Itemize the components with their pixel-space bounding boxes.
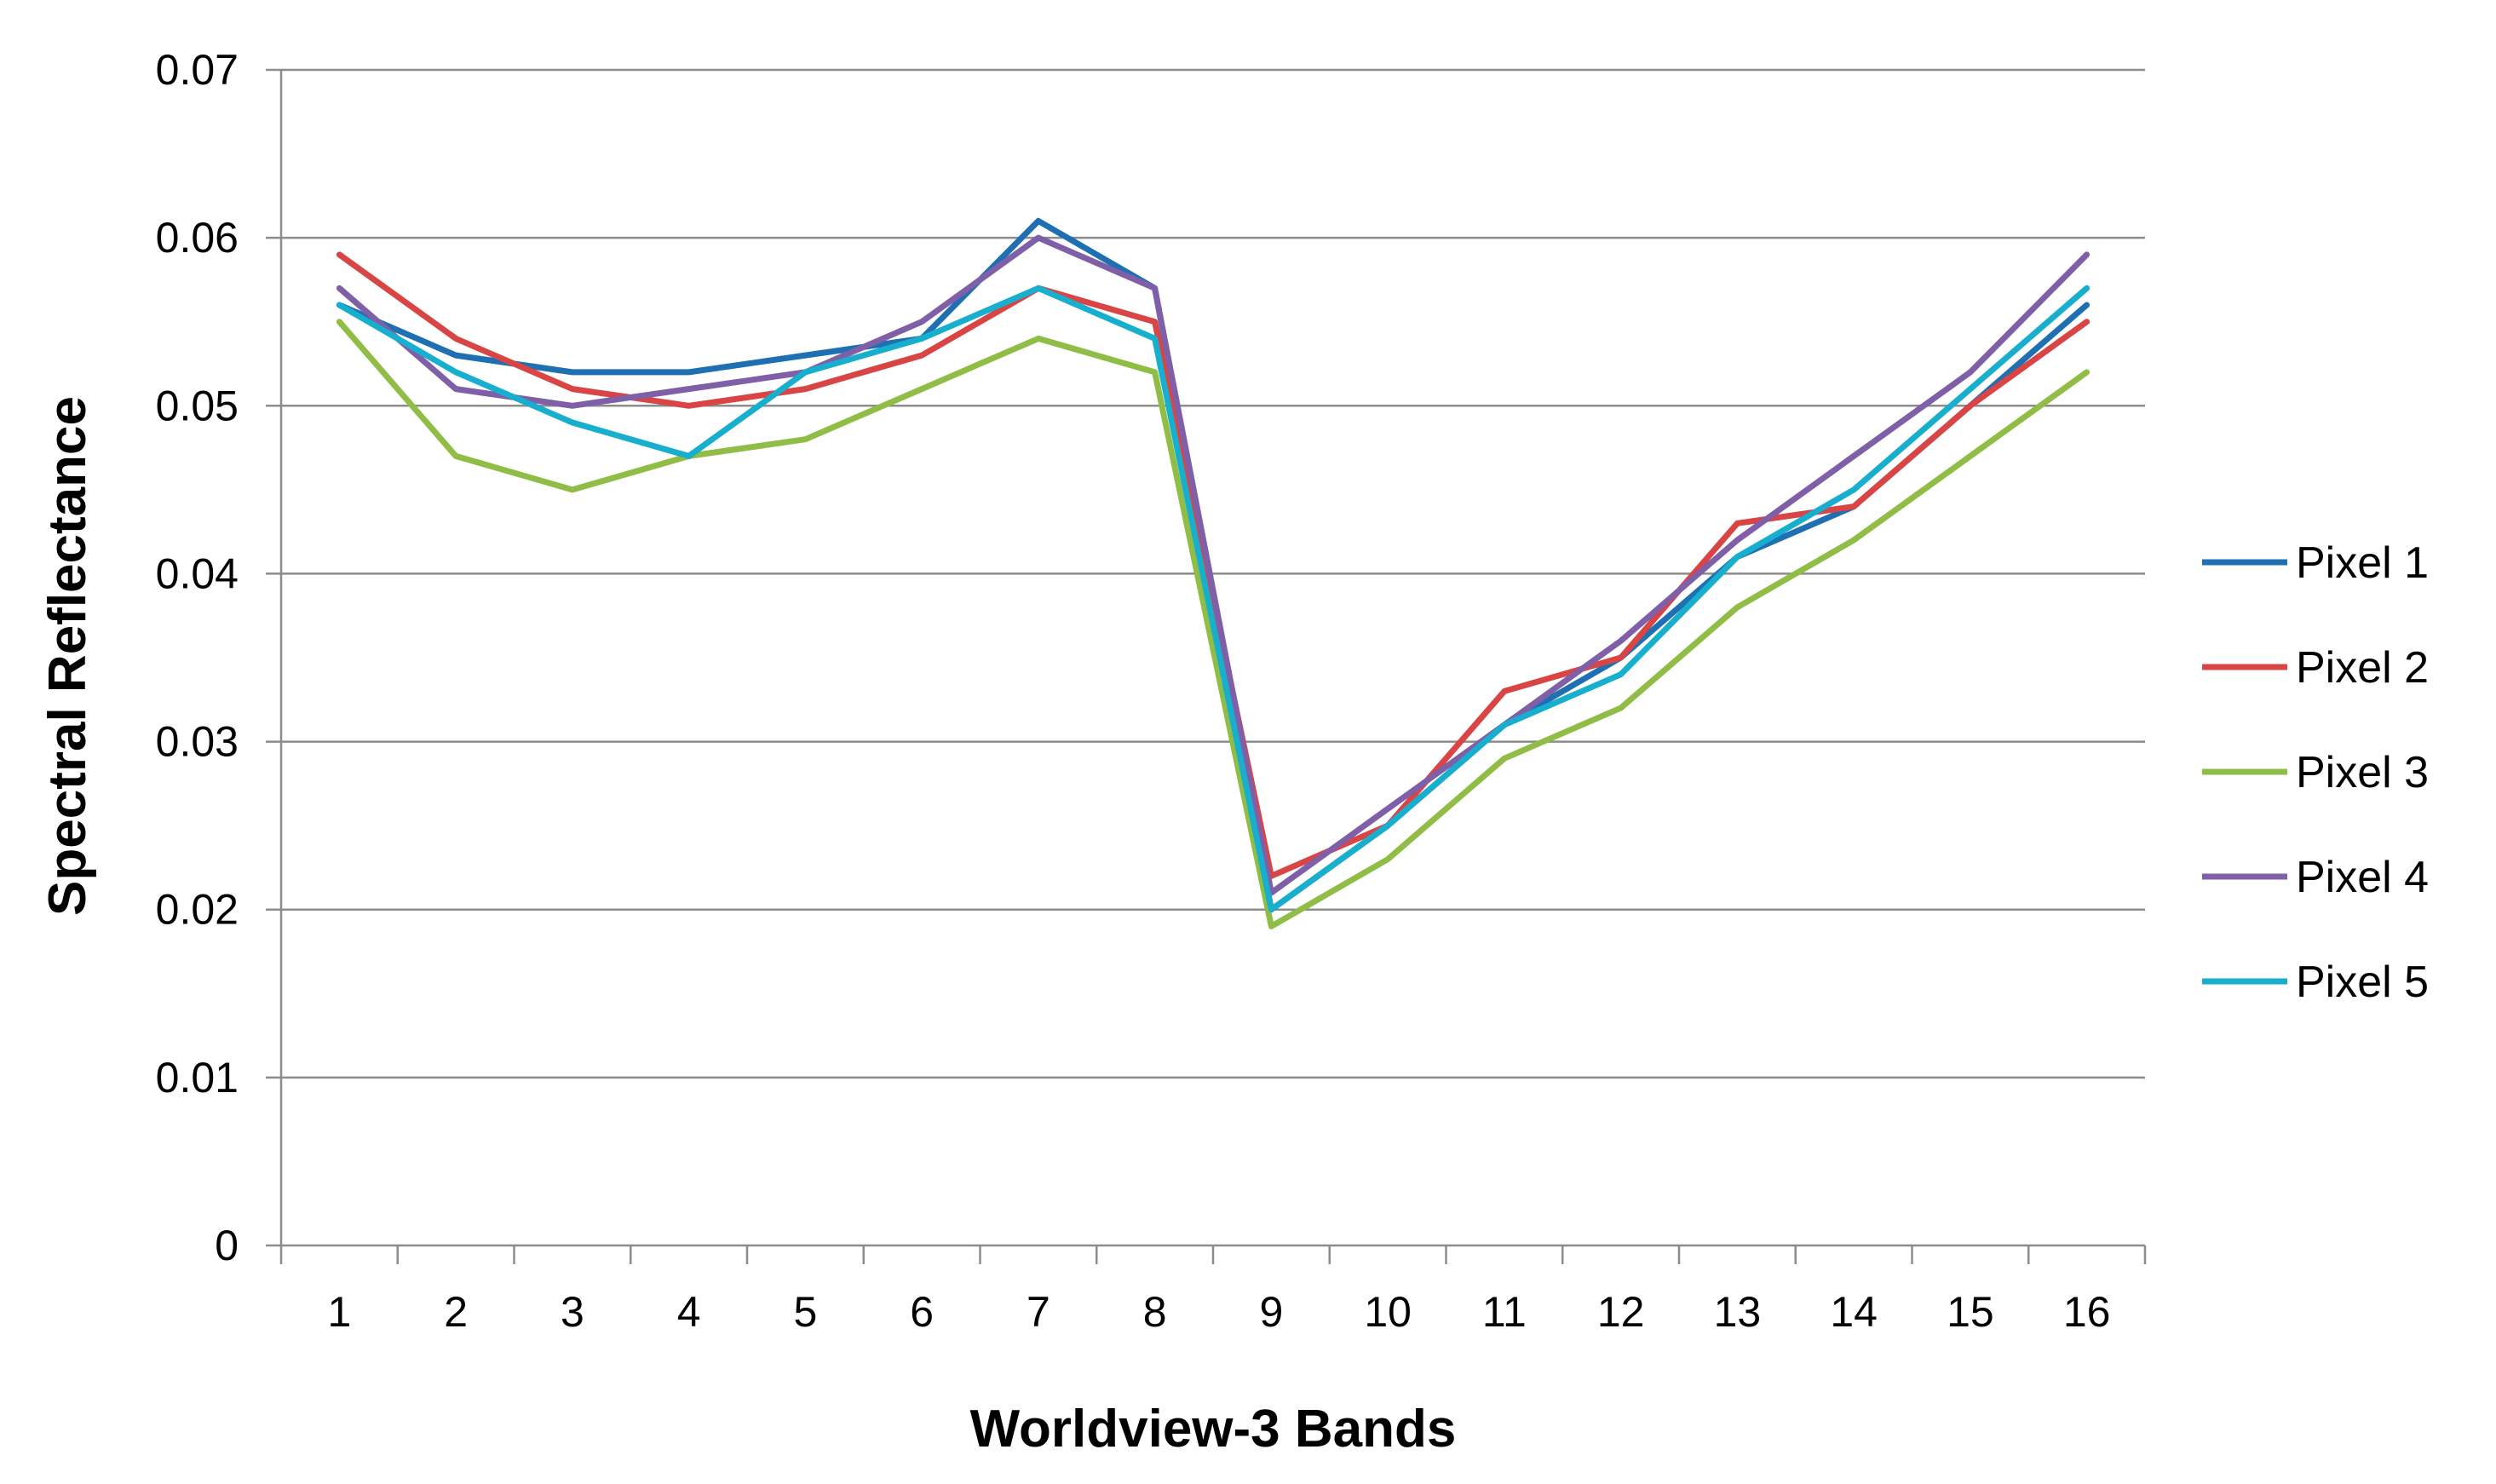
series-lines [336, 217, 2091, 929]
x-tick-label: 8 [1143, 1288, 1167, 1336]
x-tick-label: 11 [1482, 1288, 1527, 1336]
gridlines [281, 68, 2145, 1079]
y-tick-label: 0.07 [156, 46, 239, 94]
y-tick-label: 0.01 [156, 1054, 239, 1101]
x-tick-label: 14 [1830, 1288, 1878, 1336]
y-tick-label: 0 [215, 1222, 239, 1269]
y-tick-label: 0.05 [156, 382, 239, 429]
x-tick-label: 10 [1364, 1288, 1412, 1336]
y-tick-label: 0.02 [156, 886, 239, 934]
x-tick-label: 2 [444, 1288, 468, 1336]
x-tick-label: 12 [1597, 1288, 1645, 1336]
series-line-pixel-1 [336, 217, 2091, 913]
x-tick-label: 5 [793, 1288, 817, 1336]
series-line-pixel-2 [336, 251, 2091, 879]
x-tick-label: 7 [1027, 1288, 1050, 1336]
y-axis-title: Spectral Reflectance [38, 396, 97, 916]
x-tick-label: 13 [1714, 1288, 1762, 1336]
y-tick-labels: 0 0.01 0.02 0.03 0.04 0.05 0.06 0.07 [156, 46, 239, 1269]
y-tick-label: 0.04 [156, 549, 239, 597]
legend-label: Pixel 5 [2296, 958, 2429, 1007]
x-tick-labels: 1 2 3 4 5 6 7 8 9 10 11 12 13 14 15 16 [327, 1288, 2110, 1336]
x-tick-label: 3 [561, 1288, 584, 1336]
series-line-pixel-4 [336, 234, 2091, 896]
legend-label: Pixel 4 [2296, 853, 2429, 902]
x-tick-label: 1 [327, 1288, 351, 1336]
x-tick-label: 4 [677, 1288, 701, 1336]
series-line-pixel-3 [336, 319, 2091, 929]
axes [266, 68, 2147, 1264]
legend-label: Pixel 2 [2296, 643, 2429, 693]
x-tick-label: 15 [1947, 1288, 1994, 1336]
legend: Pixel 1 Pixel 2 Pixel 3 Pixel 4 Pixel 5 [2202, 538, 2429, 1007]
x-tick-label: 9 [1259, 1288, 1283, 1336]
x-axis-title: Worldview-3 Bands [970, 1400, 1457, 1458]
legend-label: Pixel 3 [2296, 748, 2429, 797]
legend-label: Pixel 1 [2296, 538, 2429, 588]
series-line-pixel-5 [336, 285, 2091, 913]
y-tick-label: 0.06 [156, 214, 239, 262]
y-tick-label: 0.03 [156, 718, 239, 766]
x-tick-label: 16 [2063, 1288, 2111, 1336]
x-tick-label: 6 [910, 1288, 934, 1336]
